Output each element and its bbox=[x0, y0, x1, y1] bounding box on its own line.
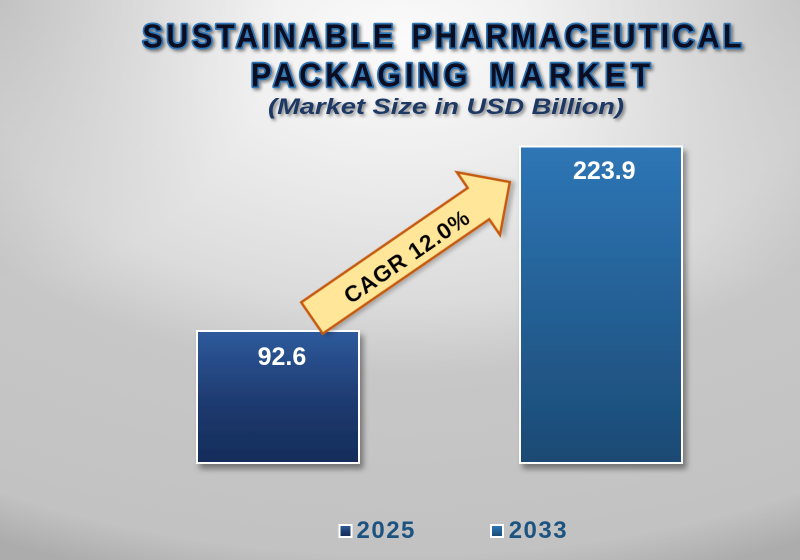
svg-text:PHARMACEUTICAL: PHARMACEUTICAL bbox=[412, 17, 742, 54]
svg-text:2033: 2033 bbox=[509, 517, 568, 544]
svg-text:(Market Size in USD Billion): (Market Size in USD Billion) bbox=[268, 94, 624, 119]
svg-text:223.9: 223.9 bbox=[573, 157, 636, 185]
svg-text:92.6: 92.6 bbox=[258, 343, 307, 371]
svg-text:PACKAGING: PACKAGING bbox=[251, 56, 467, 93]
svg-text:SUSTAINABLE: SUSTAINABLE bbox=[143, 17, 394, 54]
svg-text:2025: 2025 bbox=[357, 517, 416, 544]
